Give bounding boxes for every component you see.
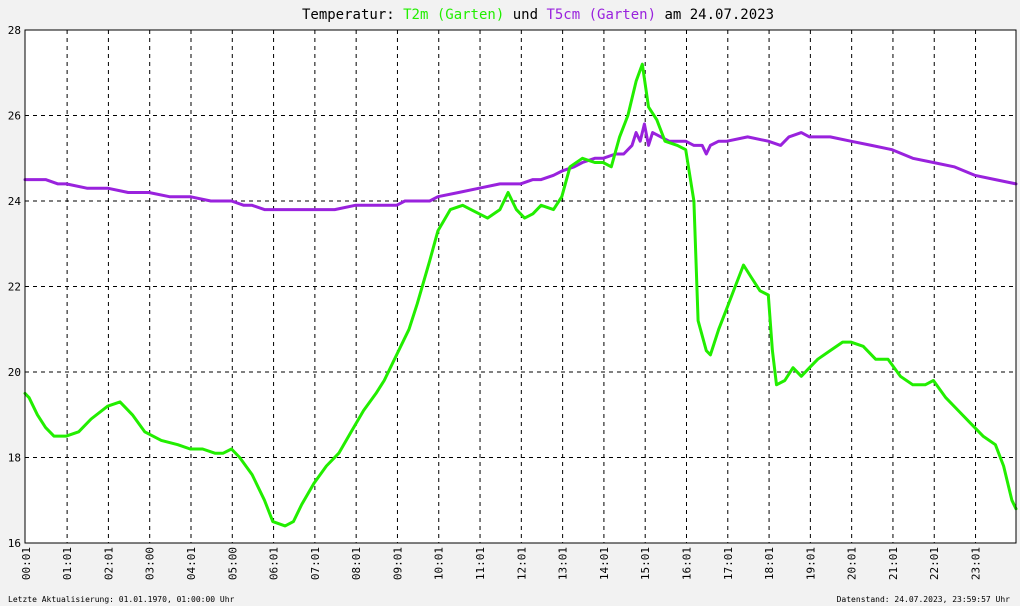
y-tick-label: 26 xyxy=(8,110,21,123)
x-tick-label: 20:01 xyxy=(846,547,859,580)
x-tick-label: 16:01 xyxy=(680,547,693,580)
x-tick-label: 01:01 xyxy=(61,547,74,580)
y-tick-label: 22 xyxy=(8,281,21,294)
title-connector: und xyxy=(504,7,546,23)
x-tick-label: 15:01 xyxy=(639,547,652,580)
title-series2-label: T5cm (Garten) xyxy=(546,7,656,23)
title-suffix: am 24.07.2023 xyxy=(656,7,774,23)
x-tick-label: 08:01 xyxy=(350,547,363,580)
x-tick-label: 10:01 xyxy=(433,547,446,580)
x-tick-label: 14:01 xyxy=(598,547,611,580)
x-tick-label: 11:01 xyxy=(474,547,487,580)
y-tick-label: 28 xyxy=(8,24,21,37)
y-tick-label: 20 xyxy=(8,366,21,379)
t2m-series-line xyxy=(23,62,1018,528)
x-tick-label: 21:01 xyxy=(887,547,900,580)
grid-layer xyxy=(25,30,1016,543)
chart-title: Temperatur: T2m (Garten) und T5cm (Garte… xyxy=(302,7,774,23)
title-series1-label: T2m (Garten) xyxy=(403,7,504,23)
y-tick-label: 18 xyxy=(8,452,21,465)
x-tick-label: 19:01 xyxy=(804,547,817,580)
x-tick-label: 07:01 xyxy=(309,547,322,580)
x-tick-label: 00:01 xyxy=(20,547,33,580)
y-tick-labels: 16 18 20 22 24 26 28 xyxy=(8,24,22,550)
x-tick-label: 06:01 xyxy=(268,547,281,580)
x-tick-label: 04:01 xyxy=(185,547,198,580)
x-tick-label: 13:01 xyxy=(557,547,570,580)
x-tick-label: 18:01 xyxy=(763,547,776,580)
x-tick-labels: 00:01 01:01 02:01 03:00 04:01 05:00 06:01 07:01… xyxy=(20,547,983,580)
y-tick-label: 16 xyxy=(8,537,21,550)
y-tick-label: 24 xyxy=(8,195,22,208)
x-tick-label: 23:01 xyxy=(970,547,983,580)
x-tick-label: 03:00 xyxy=(144,547,157,580)
plot-border xyxy=(24,29,1017,544)
title-prefix: Temperatur: xyxy=(302,7,403,23)
x-tick-label: 22:01 xyxy=(928,547,941,580)
footer-data-status: Datenstand: 24.07.2023, 23:59:57 Uhr xyxy=(837,595,1011,604)
x-tick-label: 02:01 xyxy=(102,547,115,580)
series-layer xyxy=(23,62,1018,528)
x-tick-label: 05:00 xyxy=(226,547,239,580)
x-tick-label: 09:01 xyxy=(391,547,404,580)
x-tick-label: 17:01 xyxy=(722,547,735,580)
footer-last-update: Letzte Aktualisierung: 01.01.1970, 01:00… xyxy=(8,595,235,604)
x-tick-label: 12:01 xyxy=(515,547,528,580)
